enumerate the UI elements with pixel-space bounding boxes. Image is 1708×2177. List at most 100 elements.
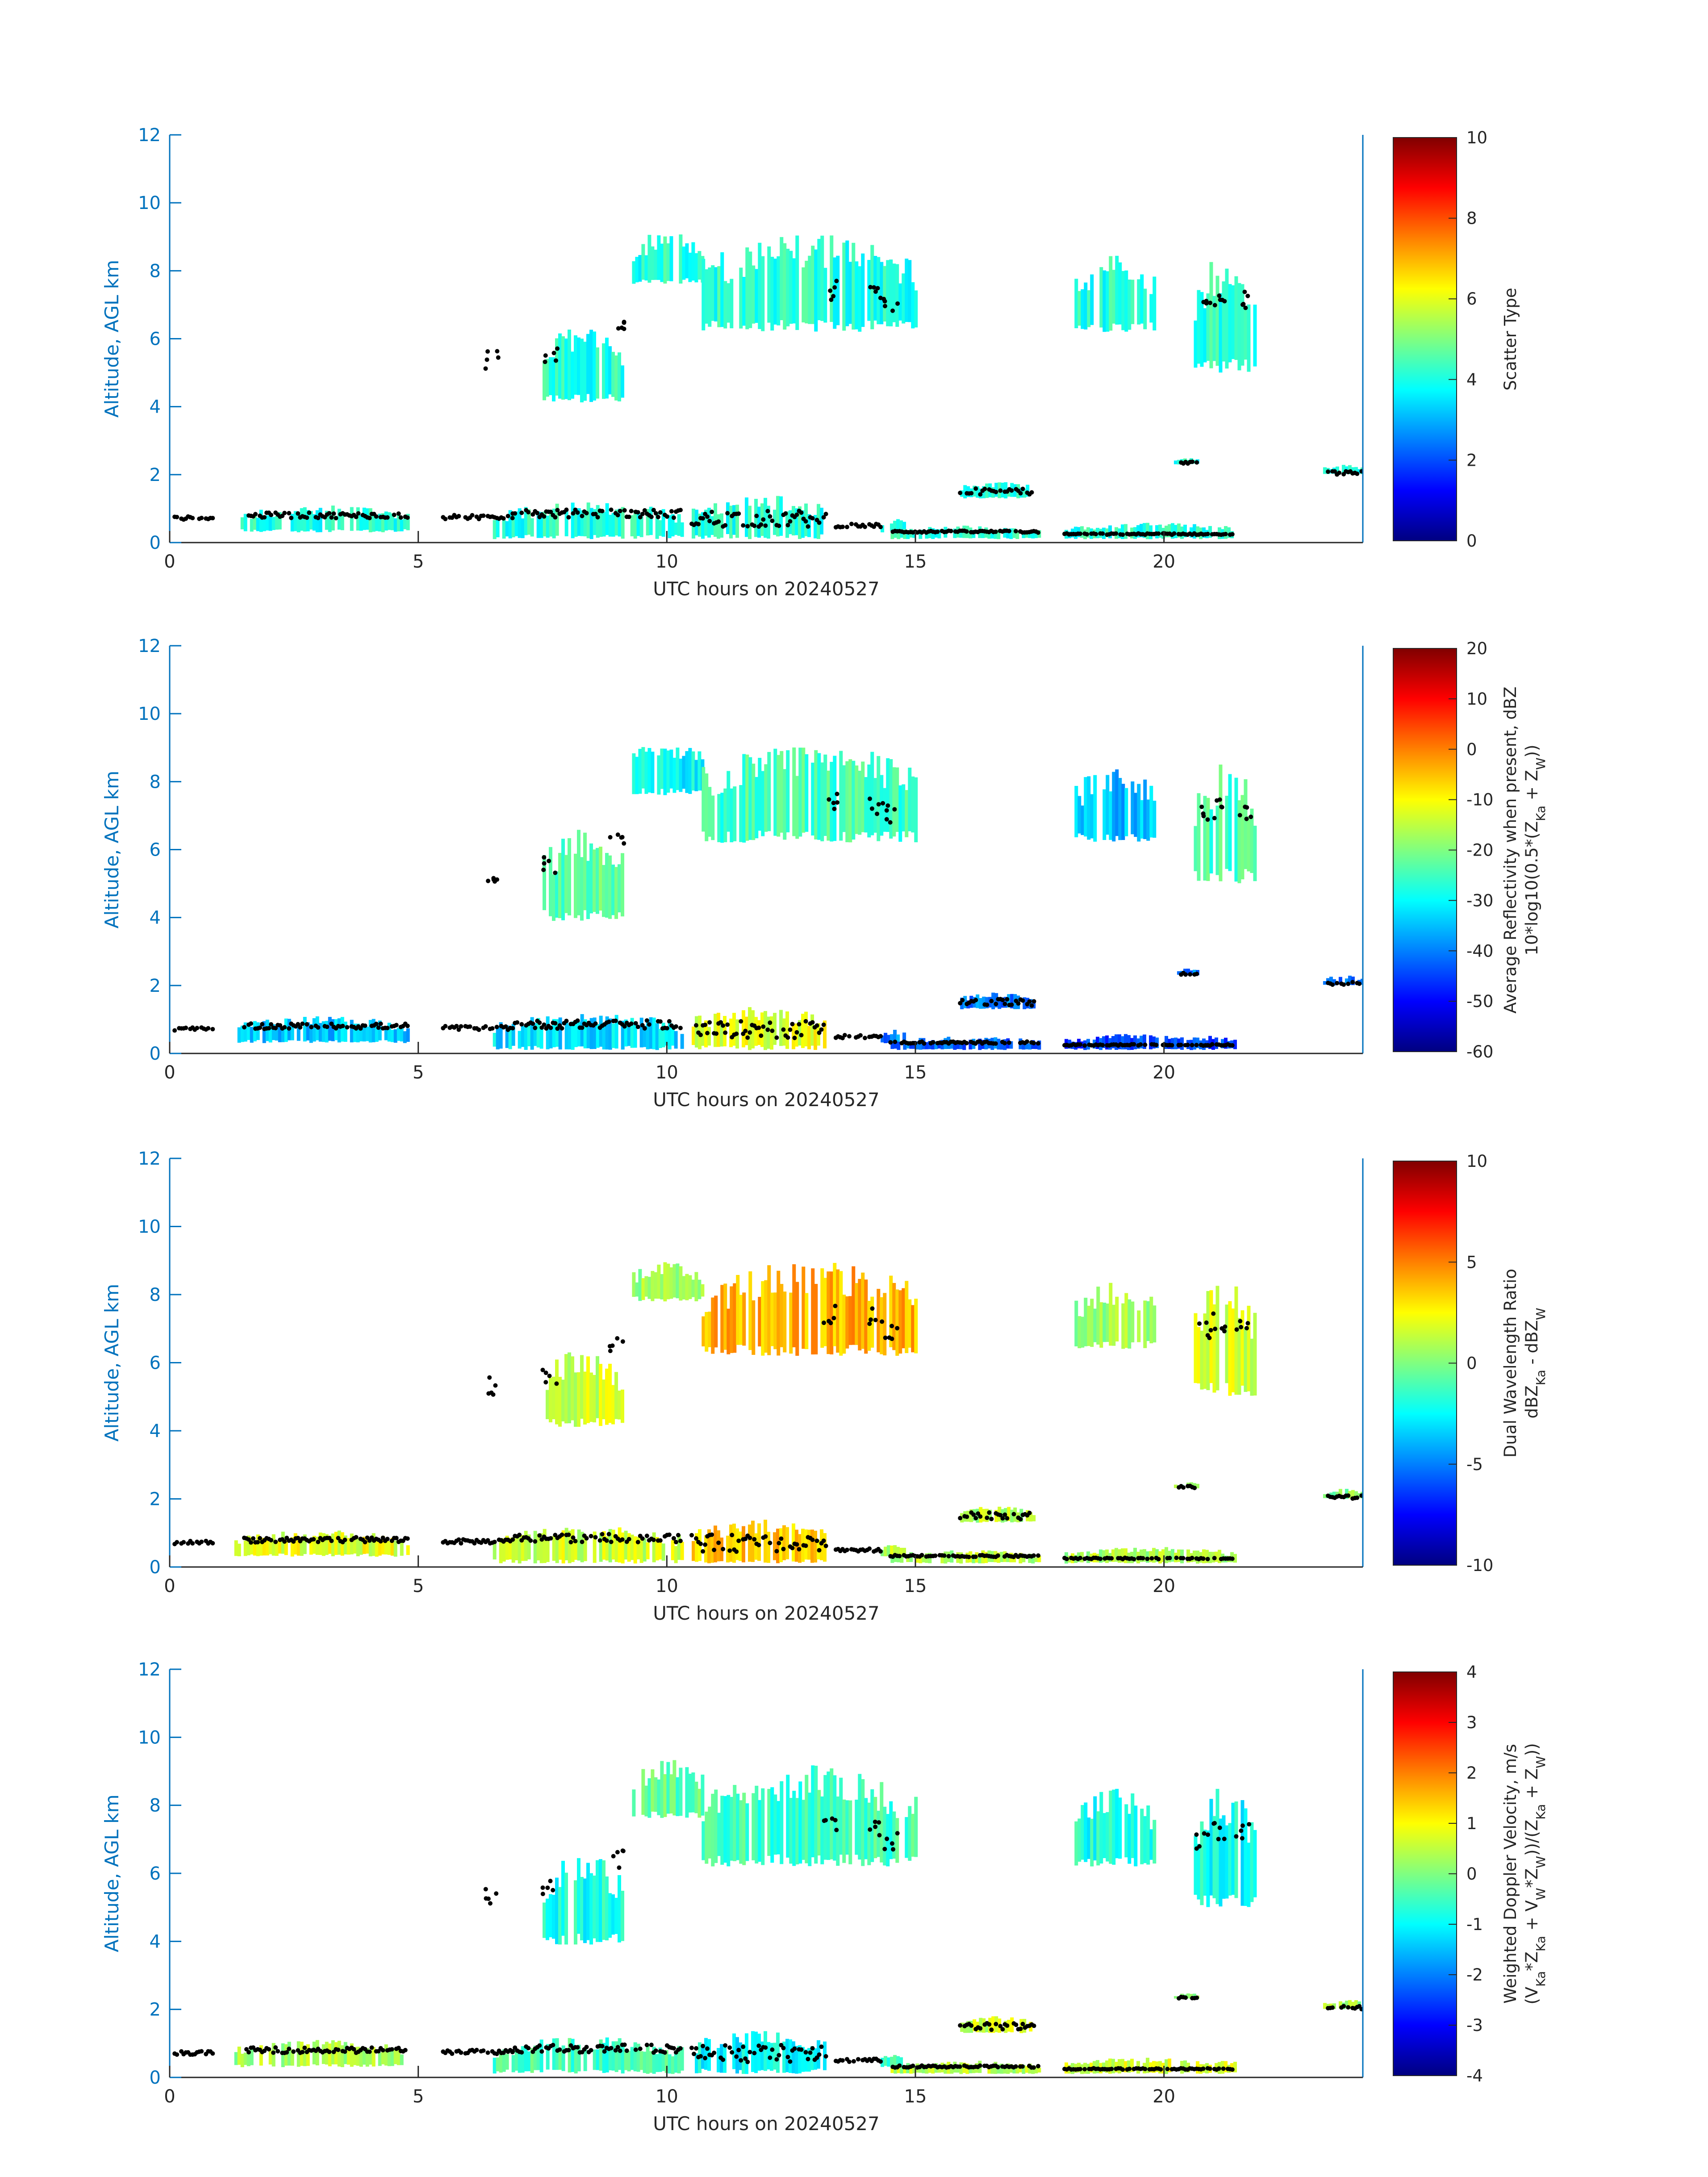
cloud-base-dot [1337,470,1342,475]
cloud-base-dot [195,1026,200,1031]
cloud-base-dot [649,514,654,519]
echo-column [1171,1549,1174,1562]
echo-column [780,1284,784,1347]
cloud-base-dot [305,515,309,520]
echo-column [602,343,606,399]
echo-column [730,1797,734,1861]
echo-column [350,507,354,531]
echo-column [1124,1804,1128,1858]
cloud-base-dot [269,1022,274,1027]
echo-column [1093,1796,1097,1861]
echo-column [839,1777,843,1855]
echo-column [688,1773,692,1813]
cloud-top-dot [877,1820,881,1825]
echo-column [651,246,655,280]
y-tick-label: 6 [150,840,161,861]
echo-column [833,257,837,329]
echo-column [621,2043,625,2074]
colorbar-label: 10*log10(0.5*(ZKa + ZW)) [1522,744,1548,955]
echo-column [618,1527,622,1563]
echo-column [963,485,967,499]
echo-column [618,1875,621,1943]
echo-column [605,2037,609,2073]
cloud-base-dot [973,1516,978,1521]
echo-column [1112,270,1116,324]
echo-column [811,762,815,836]
echo-column [521,1535,525,1561]
echo-column [577,830,580,915]
echo-column [378,1020,382,1040]
cloud-top-dot [867,796,872,801]
echo-column [1012,528,1016,538]
echo-column [593,1876,596,1939]
cloud-base-dot [710,1532,714,1537]
echo-column [1025,1040,1029,1049]
cloud-base-dot [282,510,287,515]
echo-column [773,259,777,325]
y-tick-label: 0 [150,1044,161,1064]
echo-column [1031,1555,1035,1564]
echo-column [881,1035,885,1043]
echo-column [795,235,799,330]
echo-column [518,1537,522,1564]
cloud-base-dot [1036,1041,1040,1046]
cloud-base-dot [982,486,987,491]
echo-column [717,1530,720,1562]
colorbar-tick-label: 20 [1466,639,1487,658]
cloud-top-dot [875,811,880,816]
echo-column [334,1532,338,1555]
echo-column [643,1538,647,1562]
echo-column [632,261,636,284]
label-fragment: Dual Wavelength Ratio [1501,1269,1520,1458]
echo-column [1197,793,1201,881]
cloud-top-dot [551,1888,555,1893]
echo-column [536,1018,540,1048]
cloud-region [1194,1788,1257,1907]
echo-column [1134,1805,1138,1867]
echo-column [499,1022,503,1049]
cloud-base-dot [821,1538,826,1543]
cloud-top-dot [542,855,547,860]
cloud-top-dot [548,1879,553,1884]
cloud-base-dot [336,2047,341,2052]
echo-column [1215,1286,1219,1391]
echo-column [742,754,746,843]
echo-column [378,1539,382,1556]
echo-column [890,533,894,539]
echo-column [685,1767,689,1818]
cloud-base-dot [803,2050,808,2055]
echo-column [1074,279,1078,329]
cloud-base-dot [1078,1555,1083,1560]
echo-column [914,777,918,843]
echo-column [890,1545,894,1556]
cloud-region [1194,765,1257,883]
echo-column [322,1533,326,1556]
cloud-base-dot [394,1023,399,1028]
colorbar-label: Weighted Doppler Velocity, m/s [1501,1744,1520,2004]
echo-layer [240,234,1363,539]
echo-column [807,1529,811,1560]
colorbar-tick-label: 5 [1466,1253,1477,1272]
echo-column [810,1014,814,1046]
cloud-base-dot [985,1515,990,1520]
cloud-base-dot [537,2043,542,2048]
echo-column [884,1546,888,1557]
cloud-base-dot [703,2056,708,2060]
echo-column [792,1791,796,1866]
echo-column [605,1536,609,1561]
cloud-base-dot [799,2047,804,2052]
echo-column [767,1532,770,1563]
cloud-base-dot [723,2043,728,2048]
echo-column [773,1794,777,1855]
cloud-base-dot [1018,2027,1023,2031]
echo-column [1096,1036,1099,1049]
label-fragment: Ka [1533,806,1548,821]
echo-column [564,855,568,913]
echo-column [1028,531,1032,538]
echo-column [1000,2064,1004,2074]
echo-column [558,1887,562,1945]
echo-column [580,1355,584,1419]
echo-column [830,1768,834,1859]
echo-column [1360,978,1363,985]
echo-column [250,1027,254,1043]
